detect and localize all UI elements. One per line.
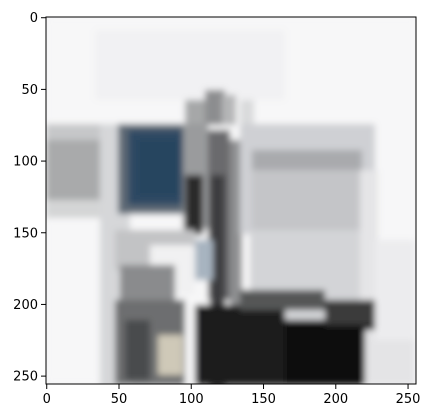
y-tick-label: 100 [13,155,38,170]
y-tick-label: 50 [21,83,38,98]
y-tick-label: 0 [30,11,38,26]
x-axis-ticks: 0 50 100 150 200 250 [43,384,421,407]
x-tick-label: 250 [396,392,421,407]
image-content [46,17,416,384]
y-tick-label: 200 [13,298,38,313]
x-tick-label: 150 [251,392,276,407]
plot-frame [45,16,417,385]
y-axis-ticks: 0 50 100 150 200 250 [13,11,46,385]
x-tick-label: 0 [43,392,51,407]
x-tick-label: 50 [111,392,128,407]
x-tick-label: 100 [179,392,204,407]
y-tick-label: 250 [13,370,38,385]
y-tick-label: 150 [13,226,38,241]
x-tick-label: 200 [323,392,348,407]
